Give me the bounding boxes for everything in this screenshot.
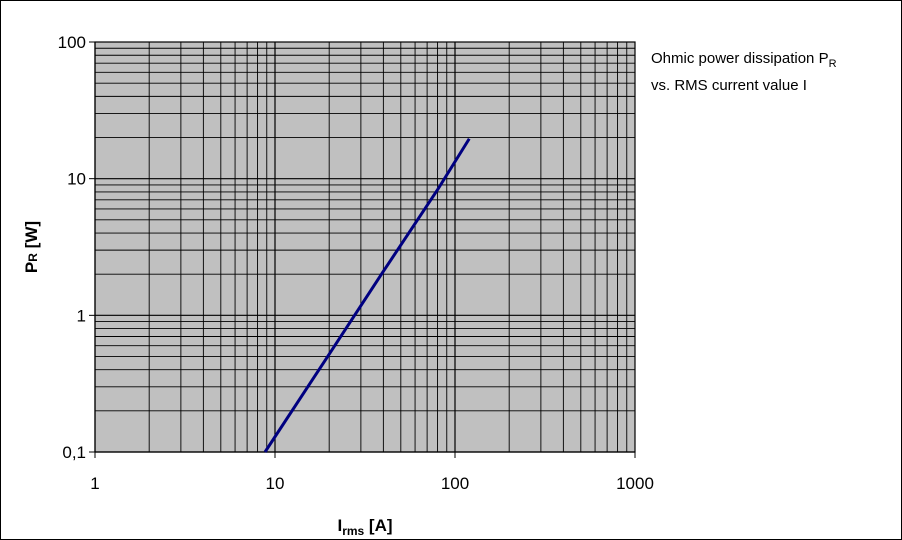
y-axis-title: PR [W] [22, 221, 41, 273]
grid-minor [95, 42, 635, 452]
y-tick-label: 10 [67, 170, 86, 189]
x-tick-label: 1 [90, 474, 99, 493]
x-tick-label: 100 [441, 474, 469, 493]
plot-area [95, 42, 635, 452]
chart-annotation: Ohmic power dissipation PR vs. RMS curre… [651, 50, 837, 94]
plot-border [94, 41, 636, 453]
annotation-line-1: Ohmic power dissipation PR [651, 50, 837, 70]
x-axis-title-unit: [A] [364, 516, 392, 535]
x-axis-title: Irms [A] [337, 516, 392, 538]
x-axis-title-subscript: rms [342, 524, 364, 538]
y-tick-label: 100 [58, 33, 86, 52]
annotation-line-1-subscript: R [829, 58, 837, 70]
y-tick-labels: 0,1 1 10 100 [58, 33, 86, 462]
x-tick-label: 10 [266, 474, 285, 493]
annotation-line-2: vs. RMS current value I [651, 77, 807, 94]
x-tick-label: 1000 [616, 474, 654, 493]
y-tick-label: 0,1 [62, 443, 86, 462]
series-line [263, 137, 471, 453]
axes [89, 41, 636, 458]
annotation-line-1-main: Ohmic power dissipation P [651, 50, 829, 67]
x-axis-title-main: I [337, 516, 342, 535]
x-tick-labels: 1 10 100 1000 [90, 474, 654, 493]
y-axis-title-subscript: R [26, 253, 40, 262]
y-tick-label: 1 [77, 306, 86, 325]
y-axis-title-main: P [22, 262, 41, 273]
series-layer [263, 137, 471, 453]
y-axis-title-unit: [W] [22, 221, 41, 253]
